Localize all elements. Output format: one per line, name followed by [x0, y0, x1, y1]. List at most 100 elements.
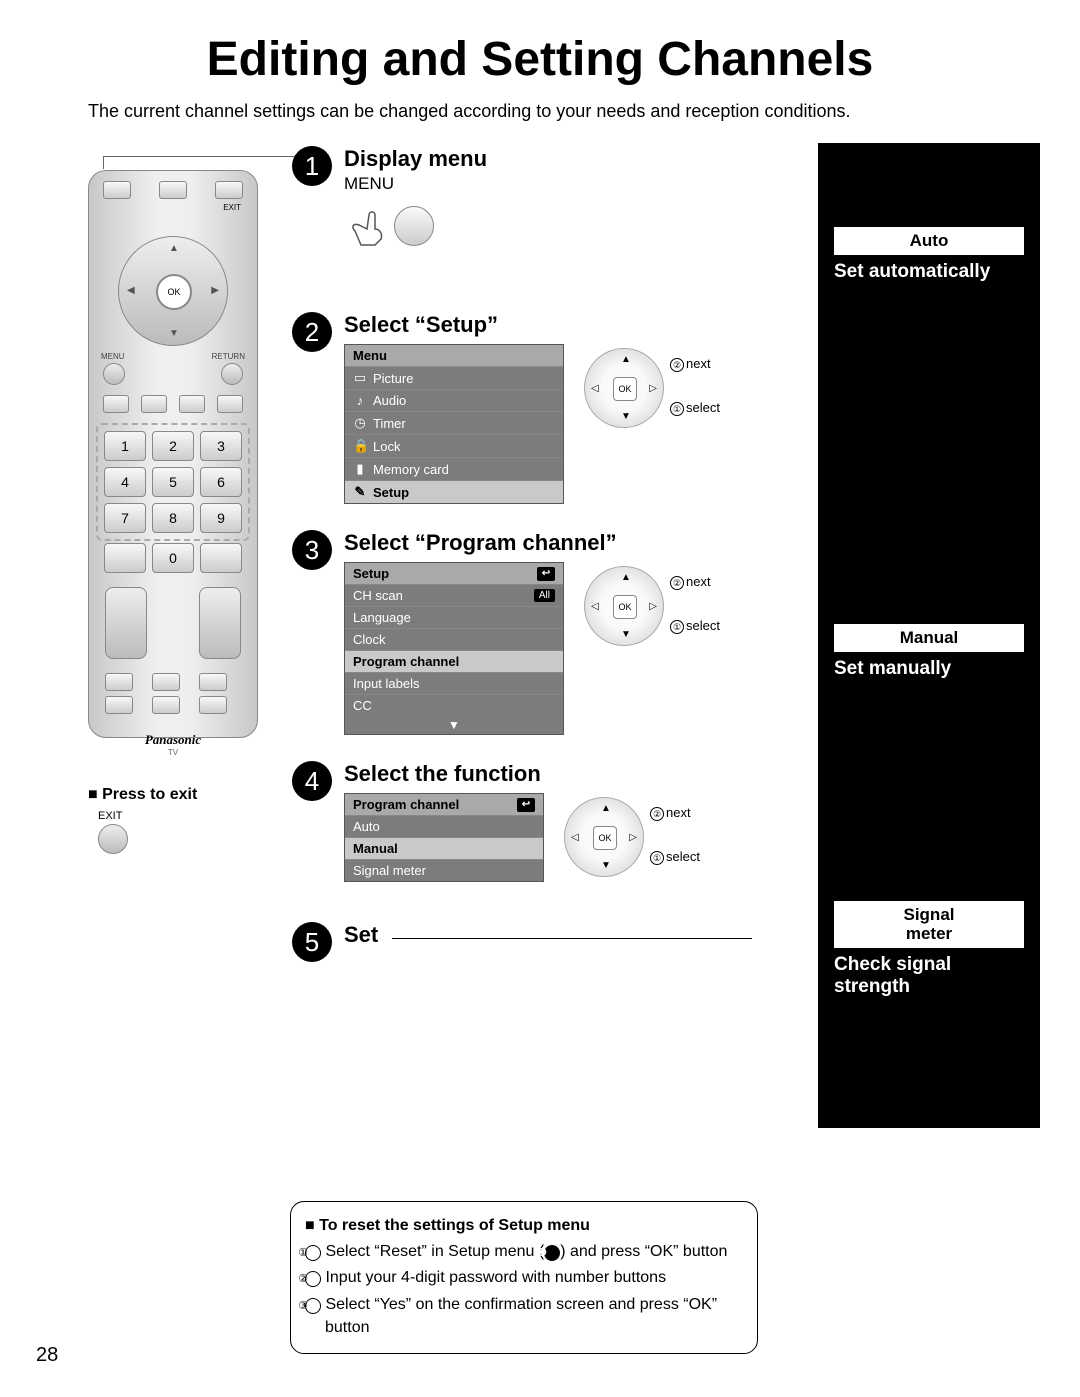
menu-round-button[interactable]: [394, 206, 434, 246]
step-number: 3: [292, 530, 332, 570]
dpad-hint: ▲▼◁▷ OK ②next ①select: [564, 797, 764, 877]
osd-item-audio[interactable]: ♪Audio: [345, 389, 563, 411]
reset-step-1: ① Select “Reset” in Setup menu (❸) and p…: [305, 1240, 743, 1263]
step-title: Select the function: [344, 761, 752, 787]
osd-item-setup-selected[interactable]: ✎Setup: [345, 480, 563, 503]
step-number: 1: [292, 146, 332, 186]
note-icon: ♪: [353, 393, 367, 408]
osd-item-chscan[interactable]: CH scanAll: [345, 584, 563, 606]
osd-item-inputlabels[interactable]: Input labels: [345, 672, 563, 694]
press-to-exit-block: Press to exit EXIT: [88, 786, 258, 854]
extra-btn[interactable]: [152, 696, 180, 714]
sidebar-auto-button[interactable]: Auto: [834, 227, 1024, 255]
exit-caption: EXIT: [98, 810, 258, 822]
color-key-red[interactable]: [103, 395, 129, 413]
dpad-ring[interactable]: ▲ ▼ ◀ ▶ OK: [118, 236, 228, 346]
step-title: Select “Program channel”: [344, 530, 752, 556]
extra-btn[interactable]: [105, 673, 133, 691]
extra-btn[interactable]: [105, 696, 133, 714]
exit-round-button[interactable]: [98, 824, 128, 854]
step-title: Select “Setup”: [344, 312, 752, 338]
num-6[interactable]: 6: [200, 467, 242, 497]
num-4[interactable]: 4: [104, 467, 146, 497]
page-number: 28: [36, 1344, 58, 1367]
page-title: Editing and Setting Channels: [0, 0, 1080, 87]
leader-line: [103, 156, 104, 169]
ok-hint: OK: [613, 377, 637, 401]
extra-btn[interactable]: [152, 673, 180, 691]
brand-logo: Panasonic: [89, 732, 257, 748]
ok-hint: OK: [593, 826, 617, 850]
osd-item-timer[interactable]: ◷Timer: [345, 411, 563, 434]
tv-button[interactable]: [159, 181, 187, 199]
sidebar-signal-button[interactable]: Signal meter: [834, 901, 1024, 948]
aspect-button[interactable]: [215, 181, 243, 199]
last-button[interactable]: [200, 543, 242, 573]
dash-button[interactable]: [104, 543, 146, 573]
menu-button[interactable]: [103, 363, 125, 385]
sidebar-auto-caption: Set automatically: [834, 261, 1024, 284]
dpad-disc-icon: ▲▼◁▷ OK: [564, 797, 644, 877]
osd-item-auto[interactable]: Auto: [345, 815, 543, 837]
clock-icon: ◷: [353, 415, 367, 431]
dpad-disc-icon: ▲▼◁▷ OK: [584, 348, 664, 428]
volume-rocker[interactable]: [105, 587, 147, 659]
sidebar-manual-button[interactable]: Manual: [834, 624, 1024, 652]
back-icon[interactable]: ↩: [537, 567, 555, 581]
num-8[interactable]: 8: [152, 503, 194, 533]
power-button[interactable]: [103, 181, 131, 199]
remote-control: EXIT ▲ ▼ ◀ ▶ OK MENU RETURN: [88, 170, 258, 750]
sidebar-signal-caption: Check signal strength: [834, 954, 1024, 1000]
dpad-disc-icon: ▲▼◁▷ OK: [584, 566, 664, 646]
wrench-icon: ✎: [353, 484, 367, 500]
step-5: 5 Set: [292, 922, 752, 948]
osd-program: Program channel↩ Auto Manual Signal mete…: [344, 793, 544, 882]
osd-setup: Setup↩ CH scanAll Language Clock Program…: [344, 562, 564, 735]
num-1[interactable]: 1: [104, 431, 146, 461]
back-icon[interactable]: ↩: [517, 798, 535, 812]
color-key-blue[interactable]: [217, 395, 243, 413]
osd-item-signal[interactable]: Signal meter: [345, 859, 543, 881]
osd-item-memory[interactable]: ▮Memory card: [345, 457, 563, 480]
num-3[interactable]: 3: [200, 431, 242, 461]
reset-step-2: ② Input your 4-digit password with numbe…: [305, 1266, 743, 1289]
return-button[interactable]: [221, 363, 243, 385]
osd-item-program-selected[interactable]: Program channel: [345, 650, 563, 672]
sidebar: Auto Set automatically Manual Set manual…: [818, 143, 1040, 1128]
screen-icon: ▭: [353, 370, 367, 386]
lock-icon: 🔒: [353, 438, 367, 454]
reset-title: To reset the settings of Setup menu: [305, 1214, 743, 1237]
channel-rocker[interactable]: [199, 587, 241, 659]
brand-sub: TV: [89, 748, 257, 757]
exit-tiny-label: EXIT: [89, 199, 257, 212]
step-1: 1 Display menu MENU: [292, 146, 752, 286]
menu-label: MENU: [101, 352, 125, 361]
dpad-hint: ▲▼◁▷ OK ②next ①select: [584, 348, 784, 428]
reset-step-3: ③ Select “Yes” on the confirmation scree…: [305, 1293, 743, 1339]
press-exit-title: Press to exit: [88, 786, 258, 804]
osd-item-lock[interactable]: 🔒Lock: [345, 434, 563, 457]
step-4: 4 Select the function Program channel↩ A…: [292, 761, 752, 882]
osd-item-language[interactable]: Language: [345, 606, 563, 628]
osd-item-clock[interactable]: Clock: [345, 628, 563, 650]
extra-btn[interactable]: [199, 696, 227, 714]
chscan-value: All: [534, 589, 555, 602]
scroll-down-icon: ▼: [345, 716, 563, 734]
num-0[interactable]: 0: [152, 543, 194, 573]
osd-item-cc[interactable]: CC: [345, 694, 563, 716]
osd-item-picture[interactable]: ▭Picture: [345, 366, 563, 389]
return-label: RETURN: [212, 352, 245, 361]
step-2: 2 Select “Setup” Menu ▭Picture ♪Audio ◷T…: [292, 312, 752, 504]
osd-header: Program channel↩: [345, 794, 543, 815]
color-key-green[interactable]: [141, 395, 167, 413]
step-number: 4: [292, 761, 332, 801]
step-title: Display menu: [344, 146, 752, 172]
color-key-yellow[interactable]: [179, 395, 205, 413]
osd-item-manual-selected[interactable]: Manual: [345, 837, 543, 859]
ok-button[interactable]: OK: [156, 274, 192, 310]
num-2[interactable]: 2: [152, 431, 194, 461]
extra-btn[interactable]: [199, 673, 227, 691]
num-7[interactable]: 7: [104, 503, 146, 533]
num-9[interactable]: 9: [200, 503, 242, 533]
num-5[interactable]: 5: [152, 467, 194, 497]
